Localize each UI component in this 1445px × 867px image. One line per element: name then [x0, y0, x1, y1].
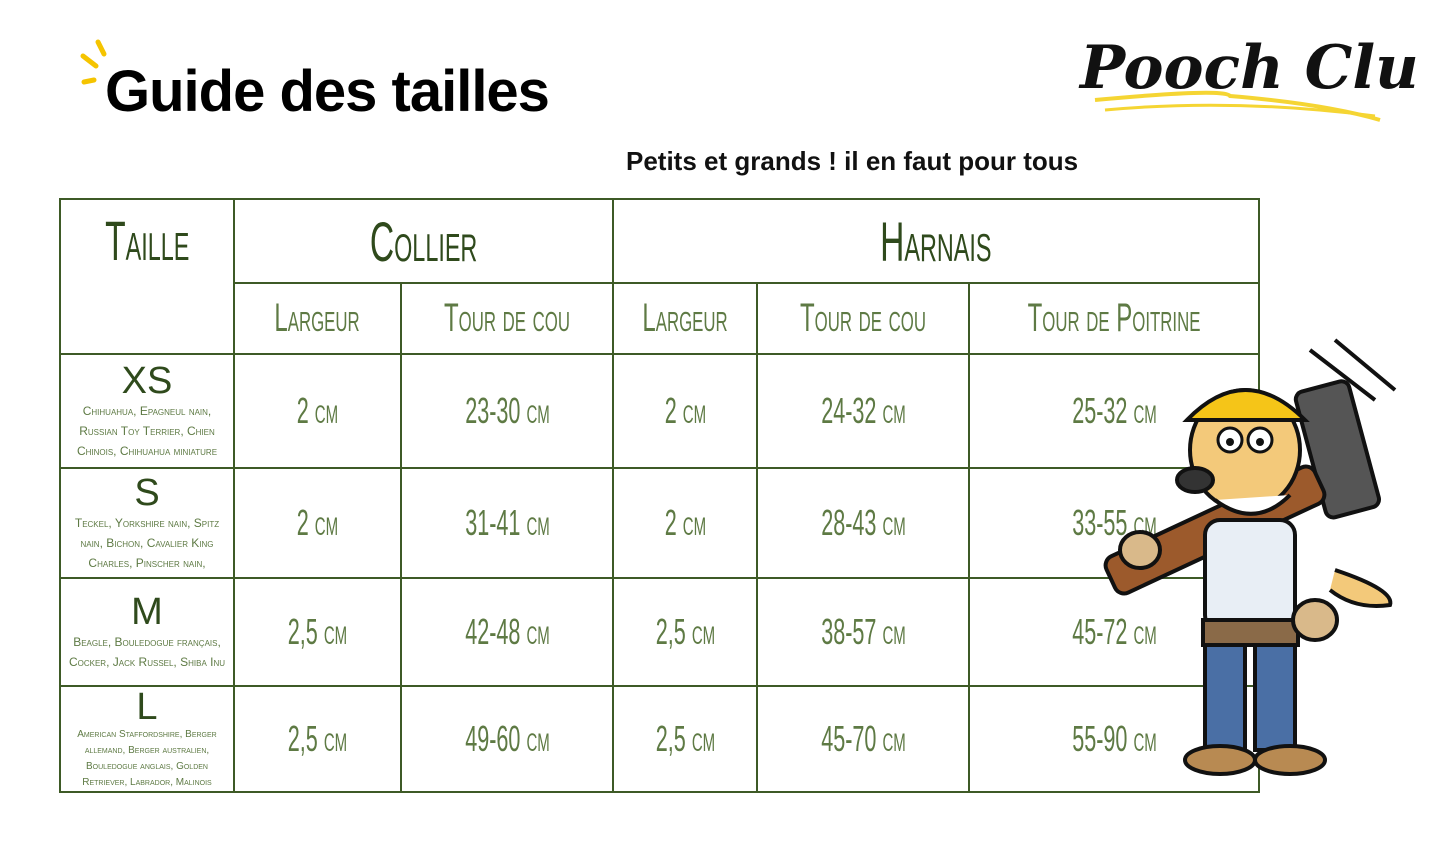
table-row: S Teckel, Yorkshire nain, Spitz nain, Bic…: [59, 467, 1261, 579]
value-cell: 2 cm: [233, 353, 402, 469]
size-cell: M Beagle, Bouledogue français, Cocker, Ja…: [59, 577, 235, 687]
table-row: M Beagle, Bouledogue français, Cocker, Ja…: [59, 577, 1261, 687]
value-cell: 2,5 cm: [611, 685, 759, 793]
value-cell: 2,5 cm: [611, 577, 759, 687]
value-cell: 42-48 cm: [400, 577, 614, 687]
value-cell: 49-60 cm: [400, 685, 614, 793]
column-header: Tour de Poitrine: [968, 282, 1261, 355]
value-cell: 2 cm: [233, 467, 402, 579]
column-header: Tour de cou: [400, 282, 614, 355]
dog-builder-illustration: [1103, 338, 1397, 776]
value-cell: 38-57 cm: [756, 577, 971, 687]
value-cell: 28-43 cm: [756, 467, 971, 579]
value-cell: 45-70 cm: [756, 685, 971, 793]
value-cell: 2,5 cm: [233, 577, 402, 687]
value-cell: 2 cm: [611, 467, 759, 579]
brand-logo: Pooch Club.: [1078, 33, 1420, 122]
size-header: Taille: [59, 198, 235, 355]
value-cell: 31-41 cm: [400, 467, 614, 579]
size-cell: XS Chihuahua, Epagneul nain, Russian Toy …: [59, 353, 235, 469]
page-title: Guide des tailles: [105, 59, 550, 124]
column-header: Tour de cou: [756, 282, 971, 355]
table-row: XS Chihuahua, Epagneul nain, Russian Toy …: [59, 353, 1261, 469]
value-cell: 24-32 cm: [756, 353, 971, 469]
column-header: Largeur: [611, 282, 759, 355]
value-cell: 23-30 cm: [400, 353, 614, 469]
value-cell: 2,5 cm: [233, 685, 402, 793]
harnais-header: Harnais: [611, 198, 1261, 284]
size-cell: S Teckel, Yorkshire nain, Spitz nain, Bic…: [59, 467, 235, 579]
subtitle: Petits et grands ! il en faut pour tous: [626, 146, 1079, 176]
size-table: Taille Collier Harnais Largeur Tour de c…: [59, 198, 1261, 793]
table-row: L American Staffordshire, Berger allemand…: [59, 685, 1261, 793]
size-cell: L American Staffordshire, Berger allemand…: [59, 685, 235, 793]
sparkle-icon: [80, 39, 107, 85]
svg-text:Pooch Club.: Pooch Club.: [1078, 33, 1420, 103]
collier-header: Collier: [233, 198, 614, 284]
column-header: Largeur: [233, 282, 402, 355]
value-cell: 2 cm: [611, 353, 759, 469]
